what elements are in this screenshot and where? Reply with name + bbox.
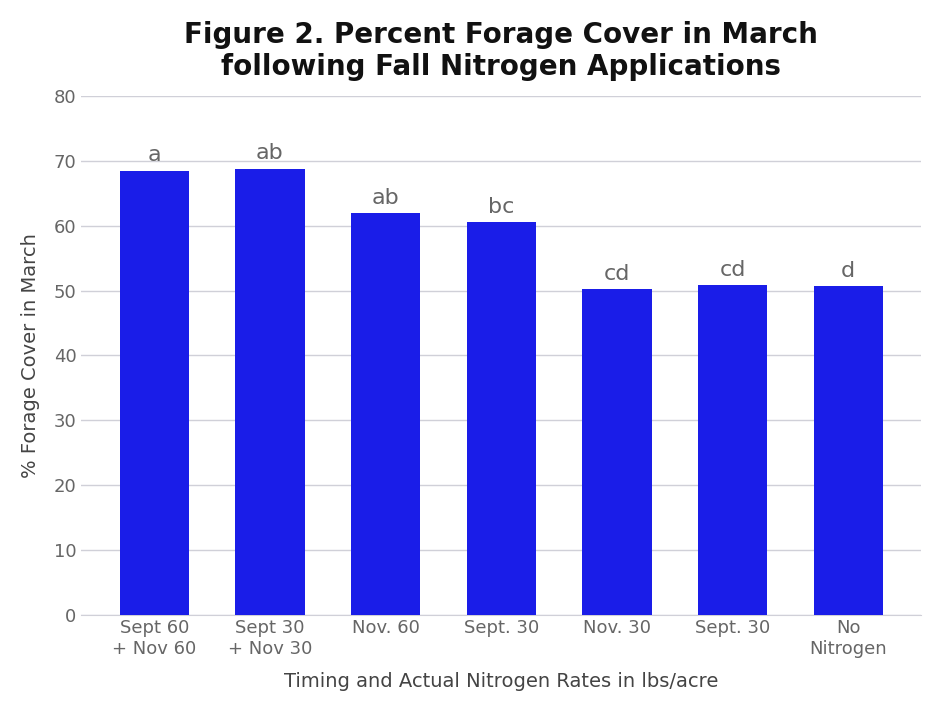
- Bar: [120, 171, 189, 614]
- Bar: [350, 213, 420, 614]
- Bar: [236, 169, 304, 614]
- Text: d: d: [841, 261, 855, 281]
- Bar: [698, 286, 768, 614]
- Y-axis label: % Forage Cover in March: % Forage Cover in March: [21, 233, 40, 478]
- Bar: [582, 289, 652, 614]
- Bar: [466, 222, 536, 614]
- Text: cd: cd: [720, 260, 746, 280]
- Text: a: a: [147, 145, 161, 165]
- X-axis label: Timing and Actual Nitrogen Rates in lbs/acre: Timing and Actual Nitrogen Rates in lbs/…: [284, 672, 719, 691]
- Text: ab: ab: [256, 144, 284, 164]
- Text: bc: bc: [488, 197, 514, 217]
- Bar: [814, 286, 883, 614]
- Text: cd: cd: [604, 264, 630, 284]
- Title: Figure 2. Percent Forage Cover in March
following Fall Nitrogen Applications: Figure 2. Percent Forage Cover in March …: [185, 21, 819, 81]
- Text: ab: ab: [372, 187, 399, 208]
